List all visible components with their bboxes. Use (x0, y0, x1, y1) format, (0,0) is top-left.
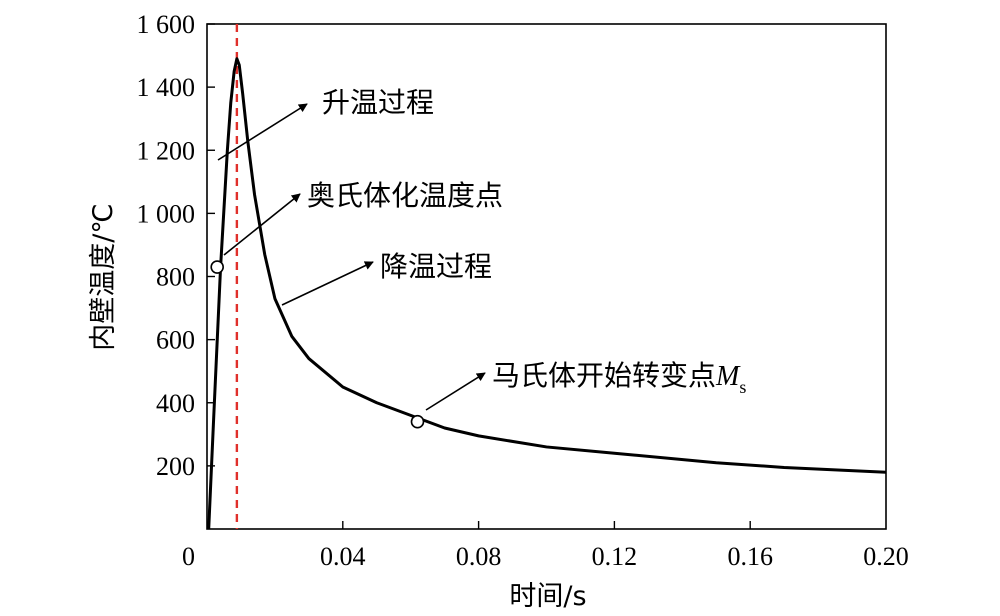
annotation-arrow (217, 103, 308, 161)
point-marker (210, 260, 224, 274)
y-axis-label: 内壁温度/℃ (88, 203, 119, 350)
annotation-label: 马氏体开始转变点Ms (492, 359, 746, 397)
y-axis-ticks: 200 400 600 800 1 000 1 200 1 400 1 600 (137, 10, 215, 481)
y-tick-label: 800 (156, 263, 195, 292)
y-tick-label: 400 (156, 389, 195, 418)
y-tick-label: 600 (156, 326, 195, 355)
annotation-arrow (425, 372, 486, 411)
point-marker (410, 414, 425, 429)
annotation-label: 升温过程 (322, 86, 434, 119)
x-tick-label: 0.04 (320, 542, 366, 571)
y-tick-label: 200 (156, 452, 195, 481)
x-tick-label: 0.20 (863, 542, 909, 571)
x-axis-label: 时间/s (509, 581, 586, 612)
x-tick-label: 0.12 (592, 542, 638, 571)
y-tick-label: 1 400 (137, 73, 196, 102)
y-tick-label: 1 200 (137, 136, 196, 165)
annotation-arrow (223, 193, 301, 256)
y-tick-label: 1 600 (137, 10, 196, 39)
temperature-curve (207, 57, 887, 530)
x-axis-ticks: 0 0.04 0.08 0.12 0.16 0.20 (182, 521, 909, 571)
annotation-arrow (281, 261, 374, 306)
plot-frame (206, 23, 887, 530)
y-tick-label: 1 000 (137, 199, 196, 228)
x-tick-label: 0.08 (456, 542, 502, 571)
x-tick-label: 0.16 (727, 542, 773, 571)
annotation-label: 降温过程 (380, 250, 492, 283)
plot-area (207, 24, 887, 530)
x-tick-label: 0 (182, 542, 195, 571)
annotation-label: 奥氏体化温度点 (307, 179, 503, 212)
